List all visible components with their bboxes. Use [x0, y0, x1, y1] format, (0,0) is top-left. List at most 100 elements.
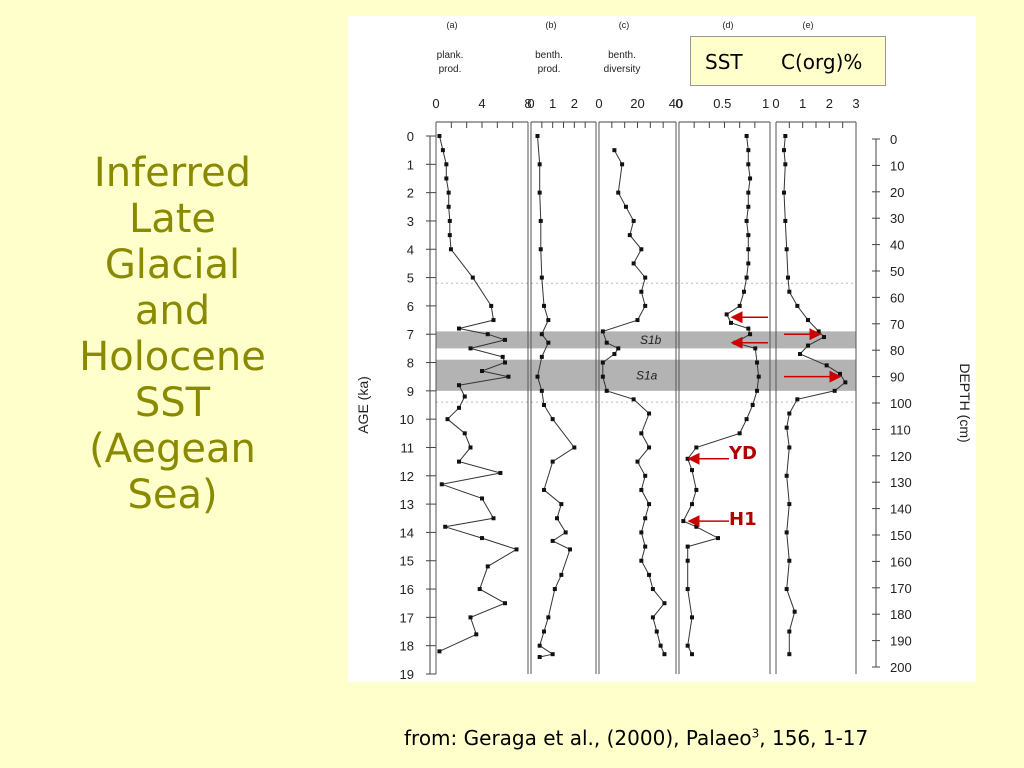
depth-tick-label: 200 [890, 660, 912, 675]
data-point [539, 275, 544, 280]
age-tick-label: 10 [400, 412, 414, 427]
data-point [816, 329, 821, 334]
sst-label: SST [705, 50, 743, 74]
data-point [542, 487, 546, 492]
data-point [552, 587, 557, 592]
band-label: S1a [636, 368, 658, 382]
data-point [559, 572, 564, 577]
data-point [639, 487, 644, 492]
data-point [643, 516, 648, 521]
depth-tick-label: 40 [890, 238, 904, 253]
panel-name: benth. [608, 50, 636, 61]
data-point [746, 162, 751, 167]
data-point [782, 190, 786, 195]
data-point [694, 487, 699, 492]
data-point [612, 352, 617, 357]
age-tick-label: 13 [400, 497, 414, 512]
data-point [832, 388, 837, 393]
panel-tick-label: 3 [852, 96, 859, 111]
data-point [480, 369, 484, 374]
depth-tick-label: 130 [890, 475, 912, 490]
data-point [795, 397, 800, 402]
data-point [538, 247, 543, 252]
data-point [538, 218, 543, 223]
sapropel-band [436, 359, 856, 391]
data-point [694, 445, 699, 450]
data-point [468, 346, 473, 351]
data-point [437, 649, 442, 654]
data-point [542, 403, 546, 407]
data-point [550, 459, 555, 464]
data-point [542, 303, 546, 308]
panel-tick-label: 4 [478, 96, 485, 111]
data-point [604, 340, 609, 345]
data-point [742, 289, 746, 294]
age-tick-label: 16 [400, 582, 414, 597]
data-point [746, 148, 751, 153]
band-label: S1b [640, 333, 662, 347]
data-point [474, 632, 479, 637]
title-line: Late [128, 196, 217, 242]
age-tick-label: 17 [400, 610, 414, 625]
title-line: Glacial [104, 242, 241, 288]
data-point [822, 335, 826, 340]
data-point [500, 354, 505, 359]
data-point [744, 275, 749, 280]
data-point [690, 468, 694, 473]
title-line: Inferred [93, 150, 252, 196]
depth-tick-label: 170 [890, 581, 912, 596]
data-point [746, 247, 751, 252]
data-point [437, 134, 442, 138]
age-tick-label: 2 [407, 186, 414, 201]
data-point [550, 652, 555, 657]
age-tick-label: 11 [401, 440, 415, 455]
data-point [843, 380, 848, 385]
data-point [737, 431, 742, 436]
panel-tick-label: 0 [595, 96, 602, 111]
data-point [491, 516, 496, 521]
data-point [744, 134, 749, 138]
depth-tick-label: 100 [890, 396, 912, 411]
title-line: Holocene [79, 334, 266, 380]
data-point [647, 572, 652, 577]
data-point [690, 652, 694, 657]
data-point [746, 261, 751, 266]
data-point [662, 652, 667, 657]
data-point [658, 643, 663, 648]
data-point [489, 303, 494, 308]
data-point [647, 502, 652, 507]
data-point [639, 247, 644, 252]
data-point [784, 587, 789, 592]
depth-tick-label: 150 [890, 528, 912, 543]
data-point [546, 340, 551, 345]
panel-tick-label: 1 [799, 96, 806, 111]
data-point [806, 318, 810, 323]
data-point [535, 134, 540, 138]
data-point [787, 445, 792, 450]
panel-header: (a) [447, 20, 458, 30]
data-point [444, 162, 449, 167]
depth-tick-label: 140 [890, 502, 912, 517]
data-point [690, 615, 694, 620]
data-point [480, 496, 484, 501]
panel-name: prod. [538, 64, 561, 75]
data-point [468, 445, 473, 450]
data-point [457, 383, 461, 388]
data-point [546, 318, 551, 323]
panel-series-line [439, 135, 518, 652]
data-point [783, 218, 788, 223]
data-point [806, 343, 810, 348]
data-point [446, 190, 451, 195]
panel-tick-label: 2 [571, 96, 578, 111]
data-point [480, 536, 484, 541]
data-point [744, 417, 749, 422]
title-line: and [134, 288, 211, 334]
age-tick-label: 18 [400, 639, 414, 654]
data-point [572, 445, 577, 450]
data-point [782, 148, 786, 153]
data-point [694, 524, 699, 529]
data-point [439, 482, 444, 487]
data-point [485, 332, 490, 337]
data-point [470, 275, 475, 280]
data-point [783, 162, 788, 167]
